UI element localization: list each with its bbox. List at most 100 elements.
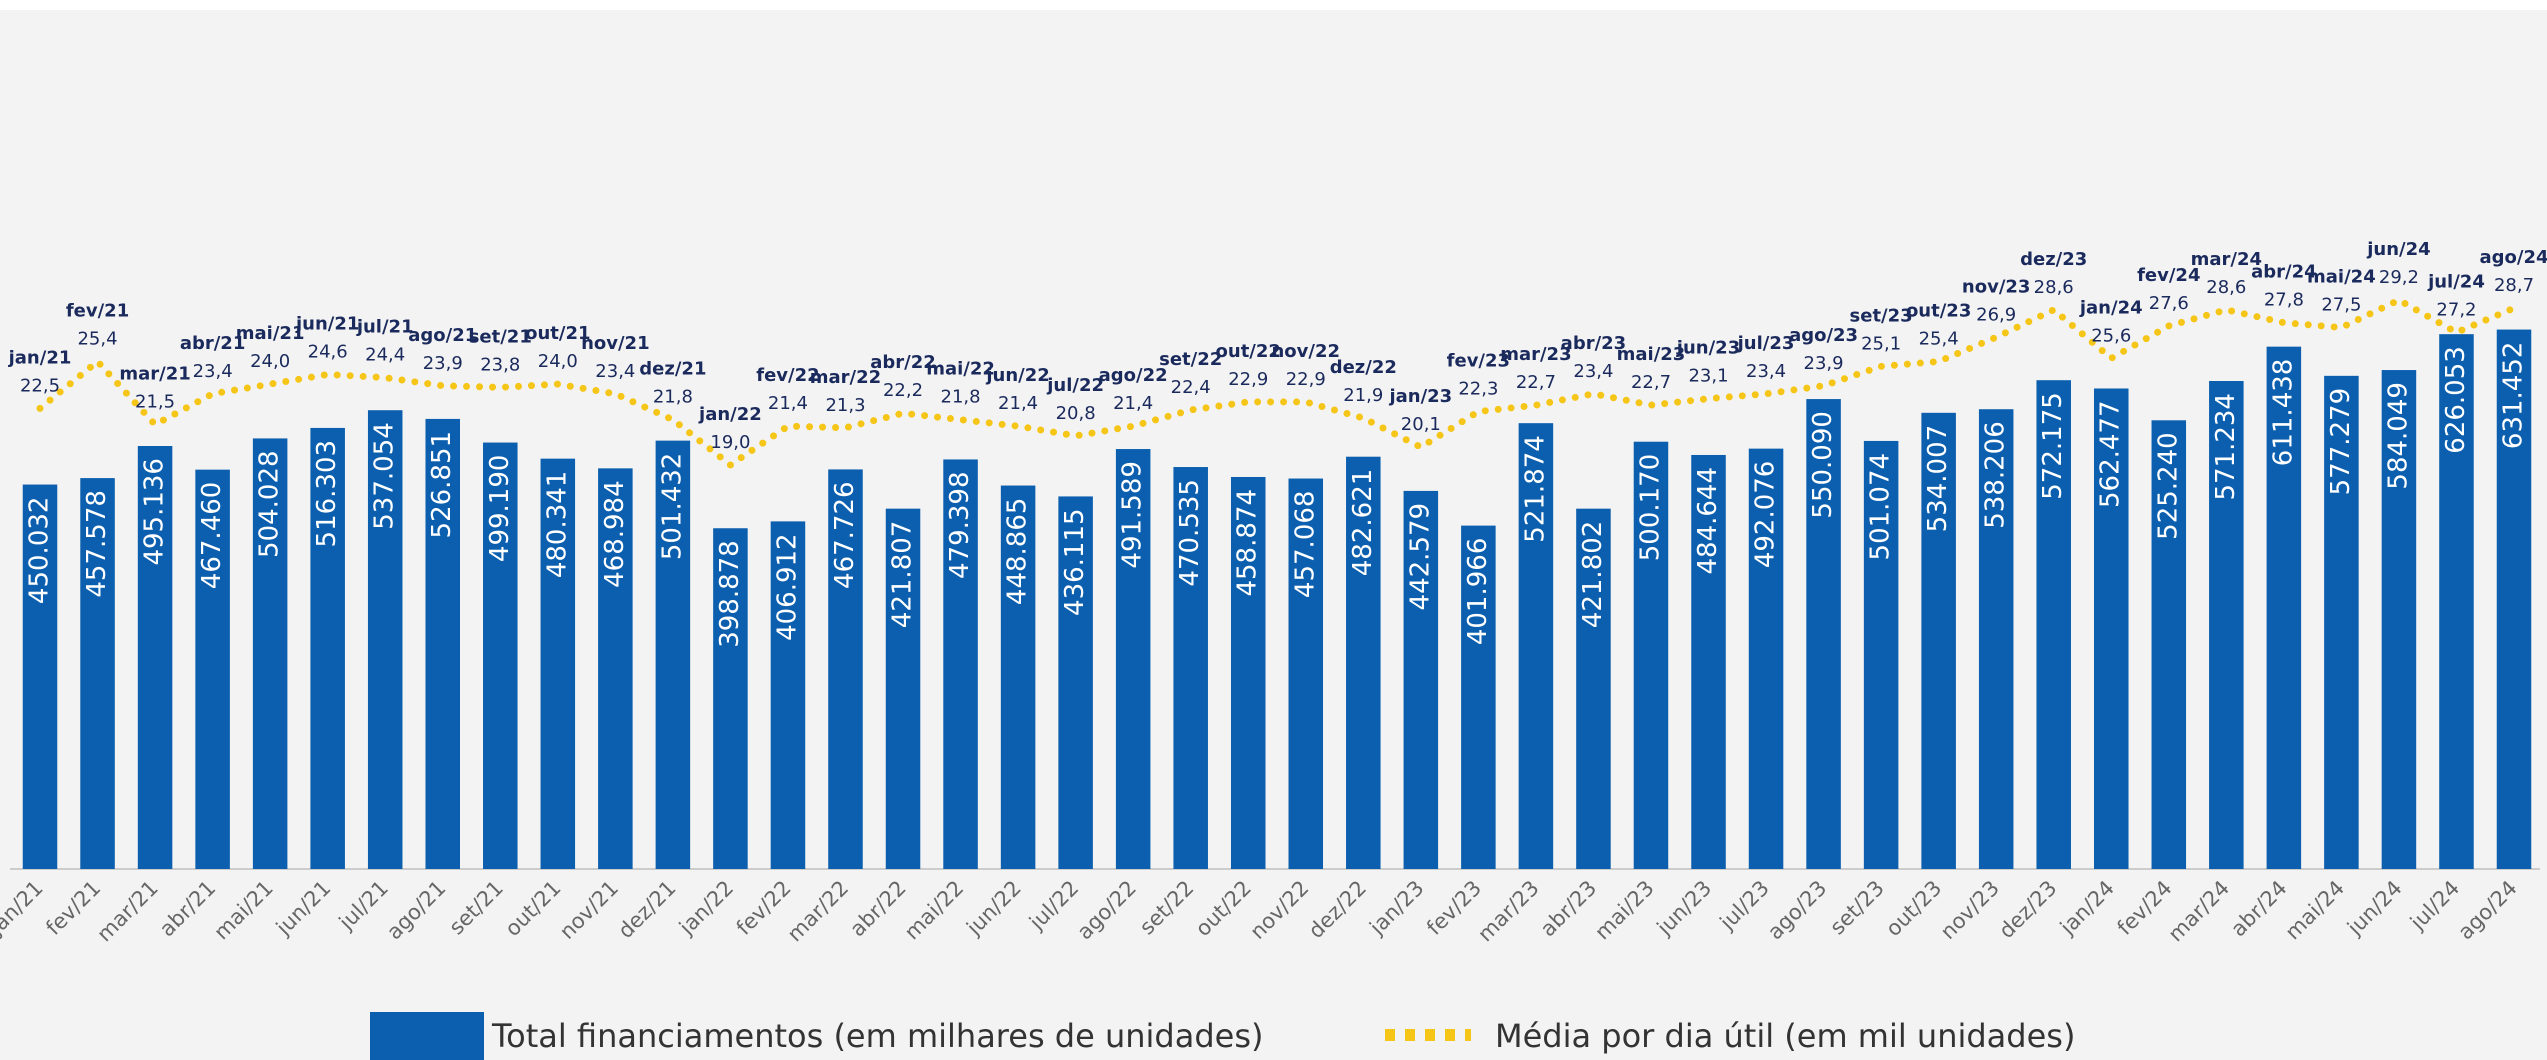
x-tick-label: jan/24 (2055, 876, 2119, 940)
bar (483, 442, 518, 869)
bar-value-label: 577.279 (2326, 388, 2356, 496)
x-tick-label: dez/23 (1994, 876, 2061, 943)
x-tick-label: abr/22 (845, 876, 911, 942)
x-tick-label: mai/22 (900, 876, 969, 945)
bar (2439, 334, 2474, 869)
bar (1921, 412, 1956, 869)
line-value-label: 24,0 (538, 351, 578, 372)
x-tick-label: out/22 (1191, 876, 1256, 941)
bar (828, 469, 863, 869)
line-category-label: mai/24 (2307, 267, 2376, 288)
bar-value-label: 421.802 (1578, 521, 1608, 629)
line-category-label: mar/22 (810, 367, 881, 388)
bar-value-label: 525.240 (2153, 432, 2183, 540)
bar (1115, 449, 1151, 869)
line-category-label: jan/23 (1388, 386, 1452, 407)
line-category-label: fev/22 (756, 365, 819, 386)
line-value-label: 21,9 (1343, 385, 1383, 406)
bar-value-label: 401.966 (1463, 538, 1493, 646)
line-category-label: jan/21 (8, 347, 72, 368)
legend-swatch (370, 1012, 484, 1060)
bar-value-label: 421.807 (888, 521, 918, 629)
line-category-label: mai/22 (926, 359, 995, 380)
bar-value-label: 550.090 (1808, 411, 1838, 519)
x-tick-label: nov/22 (1245, 876, 1313, 944)
line-value-label: 26,9 (1976, 304, 2016, 325)
x-tick-label: abr/24 (2226, 876, 2292, 942)
x-tick-label: ago/21 (382, 876, 450, 944)
bar (1576, 508, 1611, 869)
bar-value-label: 398.878 (715, 540, 745, 648)
bar (310, 427, 345, 869)
line-category-label: out/22 (1216, 341, 1281, 362)
line-category-label: jun/22 (985, 365, 1049, 386)
line-category-label: nov/23 (1962, 276, 2031, 297)
bar-value-label: 516.303 (312, 440, 342, 548)
line-category-label: jul/23 (1737, 333, 1795, 354)
bar-value-label: 467.726 (830, 481, 860, 589)
x-tick-label: dez/21 (613, 876, 680, 943)
line-value-label: 22,5 (20, 375, 60, 396)
line-value-label: 22,4 (1171, 377, 1211, 398)
line-value-label: 27,5 (2321, 295, 2361, 316)
x-tick-label: mar/22 (783, 876, 854, 947)
line-value-label: 29,2 (2379, 267, 2419, 288)
bar (2036, 380, 2071, 869)
bar (1633, 441, 1669, 869)
bar-value-label: 611.438 (2268, 359, 2298, 467)
bar (195, 469, 230, 869)
line-value-label: 28,6 (2206, 277, 2246, 298)
bar-value-label: 501.074 (1866, 453, 1896, 561)
bar-value-label: 480.341 (542, 471, 572, 579)
bar-value-label: 406.912 (772, 533, 802, 641)
x-tick-label: ago/24 (2453, 876, 2521, 944)
line-value-label: 22,3 (1458, 379, 1498, 400)
x-tick-label: jun/23 (1652, 876, 1717, 941)
bar-value-label: 538.206 (1981, 421, 2011, 529)
x-tick-label: jan/21 (0, 876, 48, 940)
line-category-label: jul/22 (1046, 375, 1104, 396)
line-value-label: 24,0 (250, 351, 290, 372)
bar-value-label: 457.068 (1290, 491, 1320, 599)
line-category-label: abr/23 (1561, 333, 1627, 354)
line-category-label: mai/23 (1617, 344, 1686, 365)
line (36, 296, 2518, 470)
line-category-label: mai/21 (236, 323, 305, 344)
line-category-label: ago/22 (1099, 365, 1168, 386)
bar-value-label: 458.874 (1233, 489, 1263, 597)
line-category-label: jun/21 (295, 313, 359, 334)
bar (1230, 476, 1266, 869)
line-value-label: 21,4 (998, 393, 1038, 414)
line-value-label: 20,8 (1056, 403, 1096, 424)
line-category-label: set/22 (1159, 349, 1222, 370)
bar (1000, 485, 1036, 869)
bar-value-label: 470.535 (1175, 479, 1205, 587)
bar (598, 468, 633, 869)
bar (1058, 496, 1093, 869)
line-value-label: 24,6 (308, 341, 348, 362)
bar-value-label: 442.579 (1405, 503, 1435, 611)
bar-value-label: 526.851 (427, 431, 457, 539)
bar (1978, 409, 2014, 869)
bar (943, 459, 978, 869)
line-category-label: jun/23 (1676, 338, 1740, 359)
x-tick-label: ago/23 (1763, 876, 1831, 944)
line-category-label: ago/23 (1789, 325, 1858, 346)
x-tick-label: nov/23 (1936, 876, 2004, 944)
bar (80, 478, 115, 869)
bar (2151, 420, 2187, 869)
x-tick-label: mai/23 (1590, 876, 1659, 945)
bar (137, 446, 173, 869)
bar-value-label: 534.007 (1923, 425, 1953, 533)
line-value-label: 21,8 (941, 387, 981, 408)
legend-label: Total financiamentos (em milhares de uni… (491, 1017, 1263, 1055)
top-strip (0, 0, 2547, 10)
x-tick-label: jun/24 (2342, 876, 2407, 941)
line-category-label: dez/23 (2020, 249, 2087, 270)
line-value-label: 23,1 (1688, 366, 1728, 387)
line-value-label: 22,7 (1631, 372, 1671, 393)
x-tick-label: set/22 (1135, 876, 1199, 940)
line-category-label: out/23 (1906, 301, 1971, 322)
x-tick-label: jan/22 (674, 876, 738, 940)
